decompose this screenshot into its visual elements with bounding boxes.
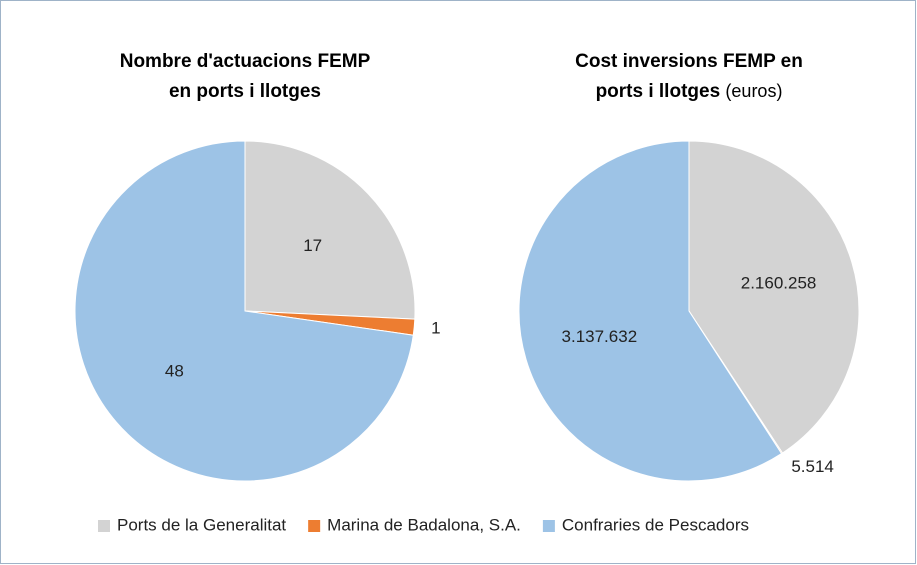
title-line: ports i llotges [596,81,721,102]
data-label: 2.160.258 [741,274,817,293]
pie-slice [74,140,414,482]
legend-swatch [98,520,110,532]
pie-slice [518,140,783,482]
chart-title: ports i llotges (euros) [596,81,783,102]
data-label: 3.137.632 [562,327,638,346]
title-line: en ports i llotges [169,81,321,102]
legend-label: Confraries de Pescadors [562,515,749,534]
title-line: Nombre d'actuacions FEMP [120,51,371,72]
legend-label: Marina de Badalona, S.A. [327,515,521,534]
chart-title: Cost inversions FEMP en [575,51,803,72]
chart-title: Nombre d'actuacions FEMP [120,51,371,72]
chart-title: en ports i llotges [169,81,321,102]
data-label: 5.514 [791,457,834,476]
data-label: 17 [303,236,322,255]
legend-swatch [542,520,555,532]
legend-label: Ports de la Generalitat [117,515,286,534]
data-label: 48 [165,362,184,381]
pie-slice [244,140,416,320]
data-label: 1 [431,318,440,337]
chart-subtitle: (euros) [725,81,782,101]
title-line: Cost inversions FEMP en [575,51,803,72]
legend-swatch [308,520,321,532]
